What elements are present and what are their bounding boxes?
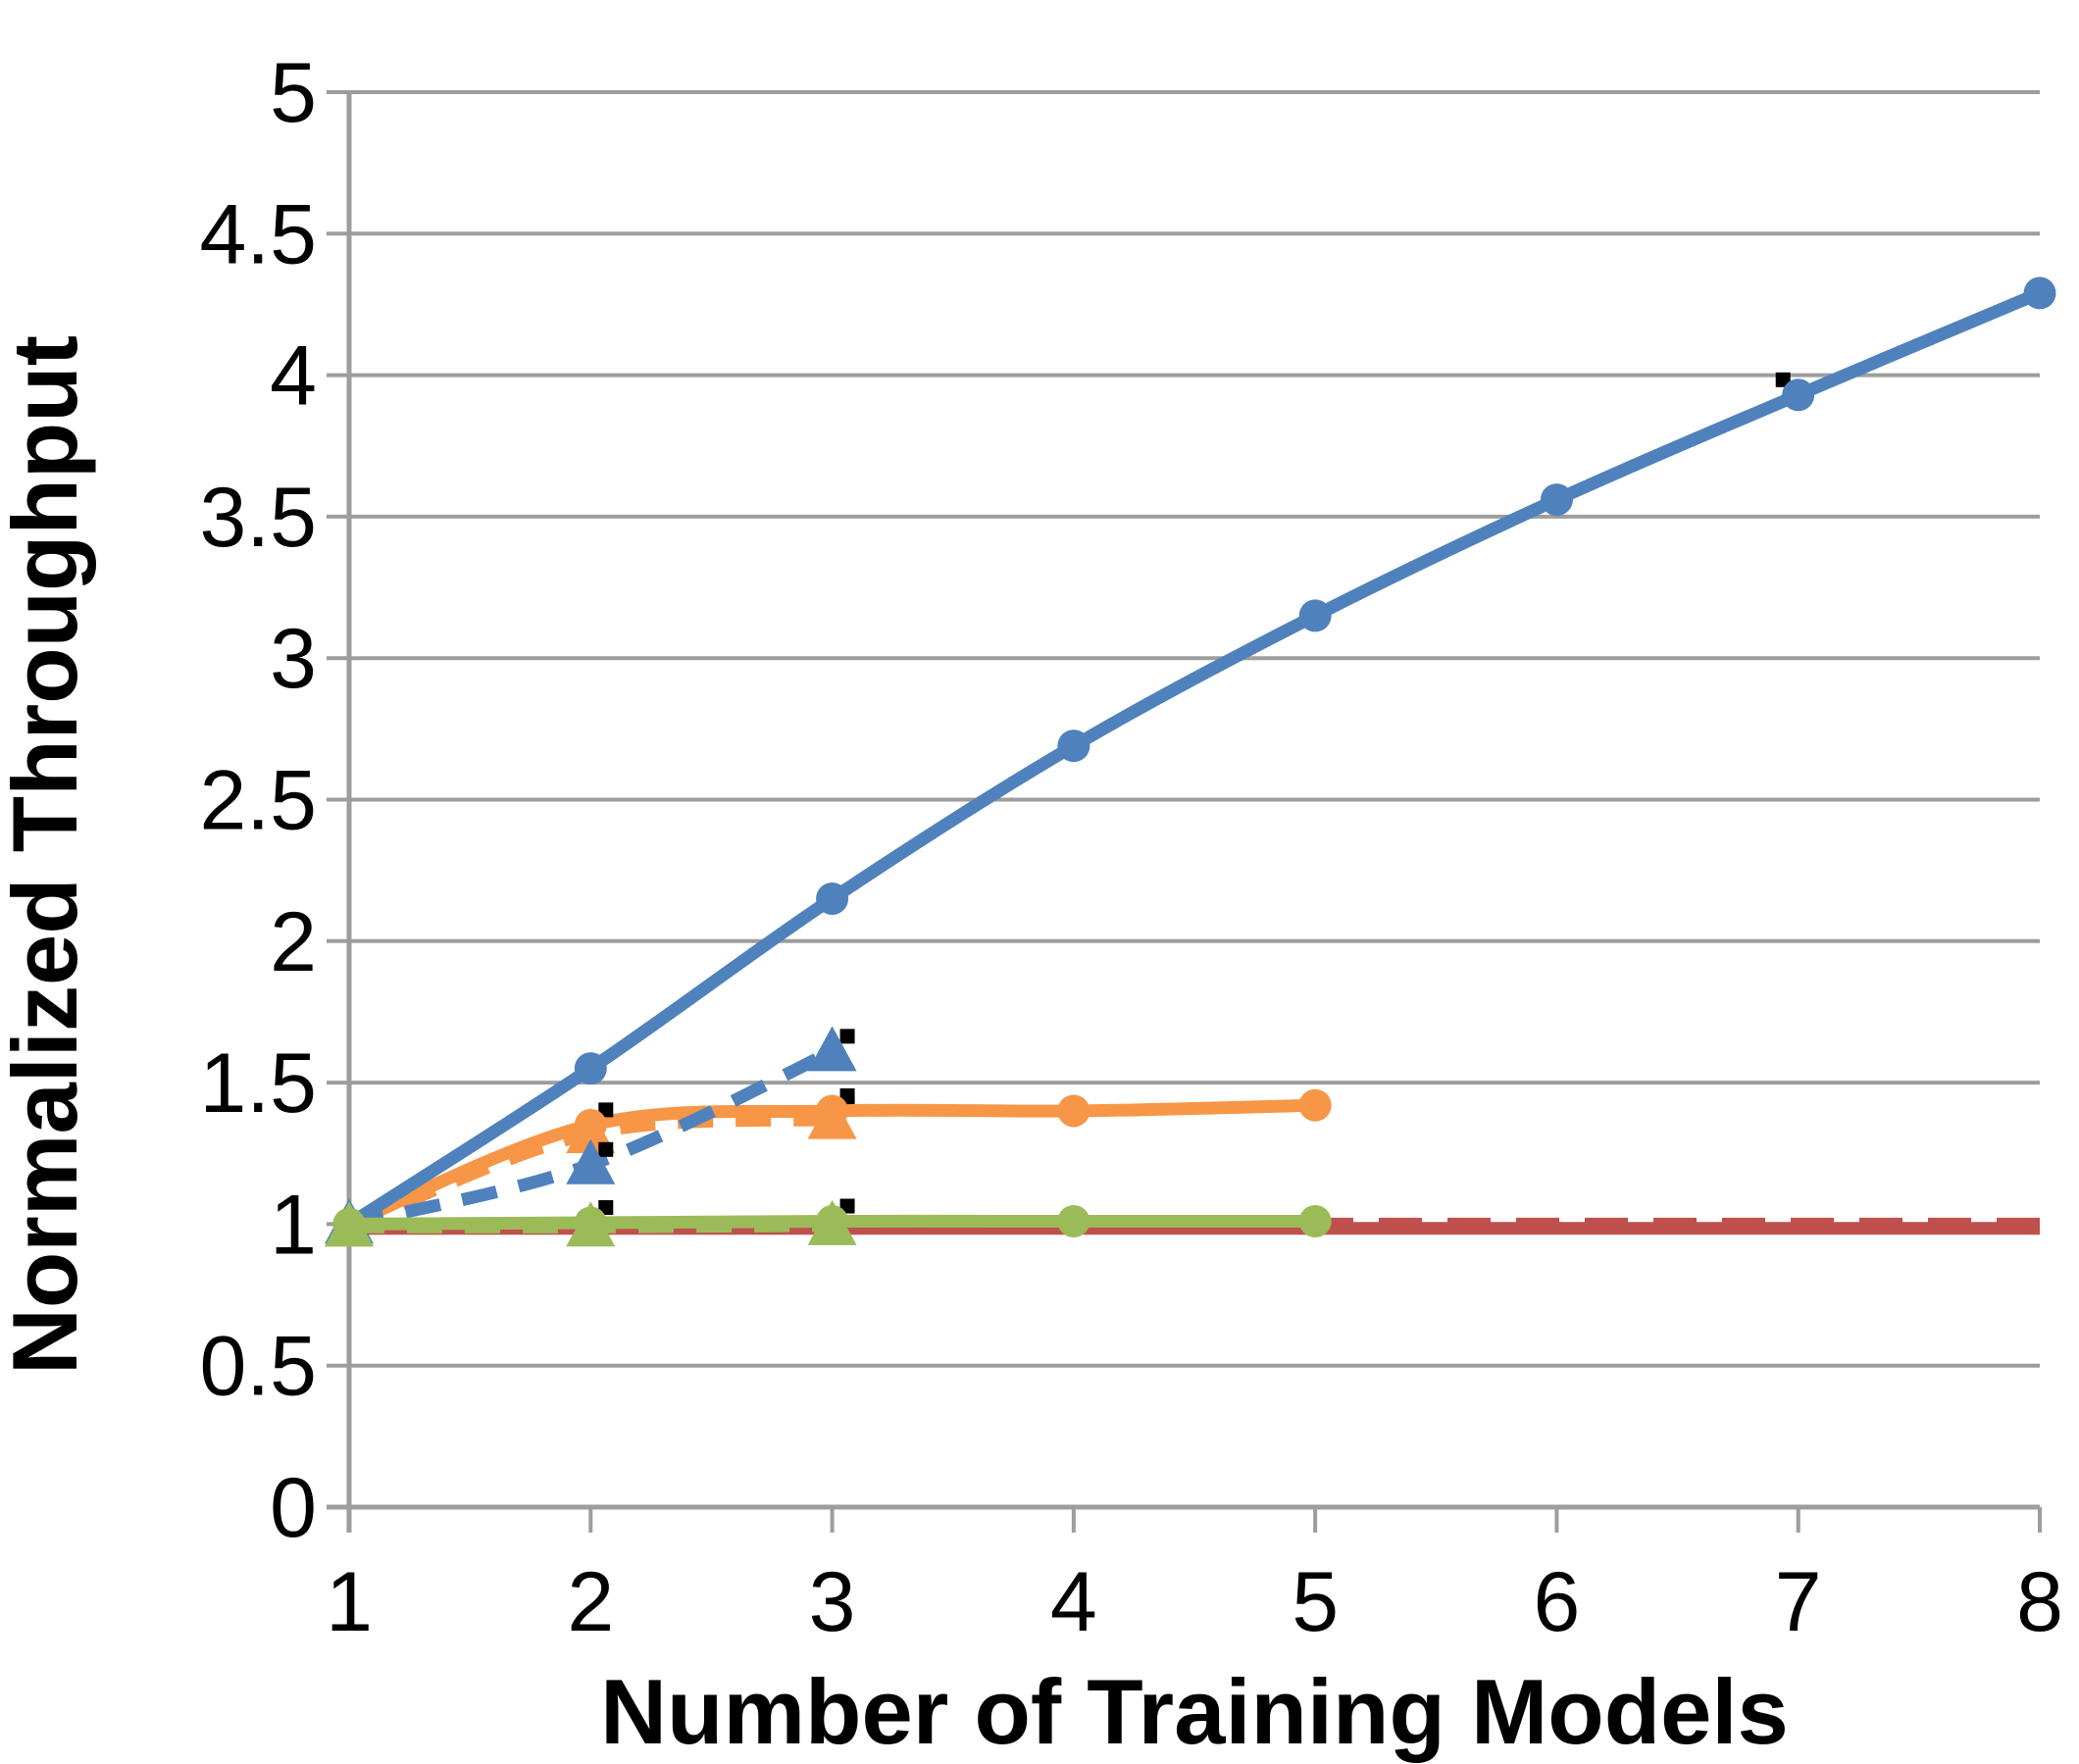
circle-marker: [816, 1205, 849, 1238]
error-bar-mark: [598, 1141, 614, 1157]
x-axis-title: Number of Training Models: [600, 1660, 1789, 1763]
circle-marker: [816, 882, 849, 916]
tick-labels-layer: 0 0.5 1 1.5 2 2.5 3 3.5 4 4.5 5 1 2 3 4 5 6 7 8: [199, 46, 2062, 1649]
circle-marker: [1057, 1205, 1090, 1238]
circle-marker: [574, 1052, 607, 1085]
y-tick-label: 4: [270, 329, 317, 424]
error-bar-mark: [839, 1087, 855, 1103]
x-tick-label: 3: [809, 1555, 856, 1649]
y-tick-label: 4.5: [199, 187, 317, 281]
triangle-marker: [566, 1138, 616, 1184]
error-bar-mark: [839, 1029, 855, 1044]
x-tick-label: 8: [2016, 1555, 2063, 1649]
circle-marker: [1298, 1088, 1332, 1122]
series-line-blue-solid-circles: [345, 286, 2043, 1230]
circle-marker: [1540, 483, 1573, 517]
x-tick-label: 5: [1292, 1555, 1339, 1649]
gridlines-layer: [327, 90, 2040, 1509]
circle-marker: [1298, 1205, 1332, 1238]
x-tick-label: 7: [1775, 1555, 1822, 1649]
circle-marker: [332, 1207, 366, 1240]
y-tick-label: 2.5: [199, 754, 317, 848]
x-tick-label: 4: [1050, 1555, 1097, 1649]
triangle-marker: [807, 1026, 857, 1072]
circle-marker: [816, 1094, 849, 1128]
y-tick-label: 1: [270, 1178, 317, 1272]
y-tick-label: 5: [270, 46, 317, 140]
x-tick-label: 2: [567, 1555, 614, 1649]
y-tick-label: 0: [270, 1461, 317, 1555]
x-tick-label: 1: [326, 1555, 373, 1649]
axes-layer: [327, 92, 2042, 1533]
error-bar-mark: [1775, 372, 1791, 387]
circle-marker: [1298, 599, 1332, 632]
circle-marker: [574, 1108, 607, 1141]
error-bar-mark: [598, 1102, 614, 1118]
y-tick-label: 1.5: [199, 1036, 317, 1131]
error-bar-mark: [598, 1199, 614, 1215]
y-tick-label: 3: [270, 612, 317, 706]
y-tick-label: 3.5: [199, 471, 317, 565]
x-tick-label: 6: [1534, 1555, 1581, 1649]
y-axis-title: Normalized Throughput: [0, 335, 96, 1375]
circle-marker: [1782, 378, 1815, 412]
series-layer: [325, 277, 2056, 1247]
series-blue-solid-circles: [332, 277, 2056, 1240]
error-bar-mark: [839, 1198, 855, 1214]
series-green-solid-circles: [332, 1198, 1332, 1240]
circle-marker: [1057, 730, 1090, 763]
y-tick-label: 0.5: [199, 1320, 317, 1414]
circle-marker: [2023, 277, 2056, 310]
circle-marker: [1057, 1094, 1090, 1128]
y-tick-label: 2: [270, 895, 317, 989]
circle-marker: [574, 1206, 607, 1239]
